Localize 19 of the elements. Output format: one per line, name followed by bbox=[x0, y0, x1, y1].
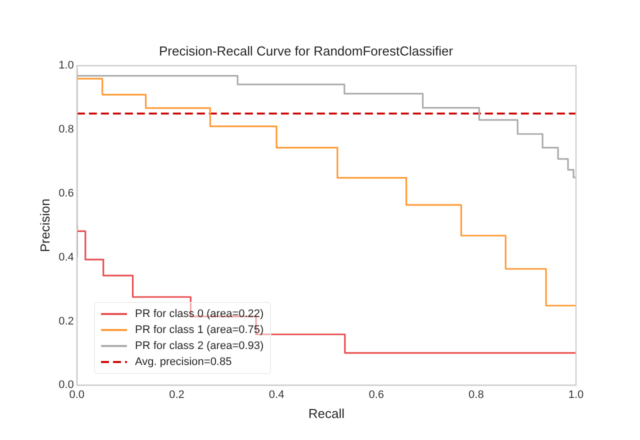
x-tick-label: 0.6 bbox=[368, 388, 384, 401]
y-axis-title: Precision bbox=[37, 198, 52, 252]
chart-title: Precision-Recall Curve for RandomForestClassifier bbox=[158, 43, 454, 58]
legend-label: PR for class 0 (area=0.22) bbox=[135, 308, 264, 320]
y-tick-label: 0.4 bbox=[58, 251, 74, 264]
legend-label: PR for class 1 (area=0.75) bbox=[135, 324, 264, 336]
y-tick-label: 1.0 bbox=[58, 60, 74, 72]
x-axis-title: Recall bbox=[308, 406, 345, 421]
y-tick-label: 0.6 bbox=[58, 187, 74, 200]
x-tick-label: 0.0 bbox=[69, 388, 85, 401]
y-tick-label: 0.2 bbox=[58, 315, 74, 328]
legend-label: PR for class 2 (area=0.93) bbox=[135, 340, 264, 352]
x-tick-label: 0.4 bbox=[268, 388, 284, 401]
legend-label: Avg. precision=0.85 bbox=[135, 356, 232, 368]
y-tick-label: 0.0 bbox=[58, 379, 74, 392]
x-tick-label: 0.2 bbox=[169, 388, 184, 401]
x-tick-label: 1.0 bbox=[568, 388, 584, 401]
y-tick-label: 0.8 bbox=[58, 124, 74, 136]
x-tick-label: 0.8 bbox=[468, 388, 484, 401]
